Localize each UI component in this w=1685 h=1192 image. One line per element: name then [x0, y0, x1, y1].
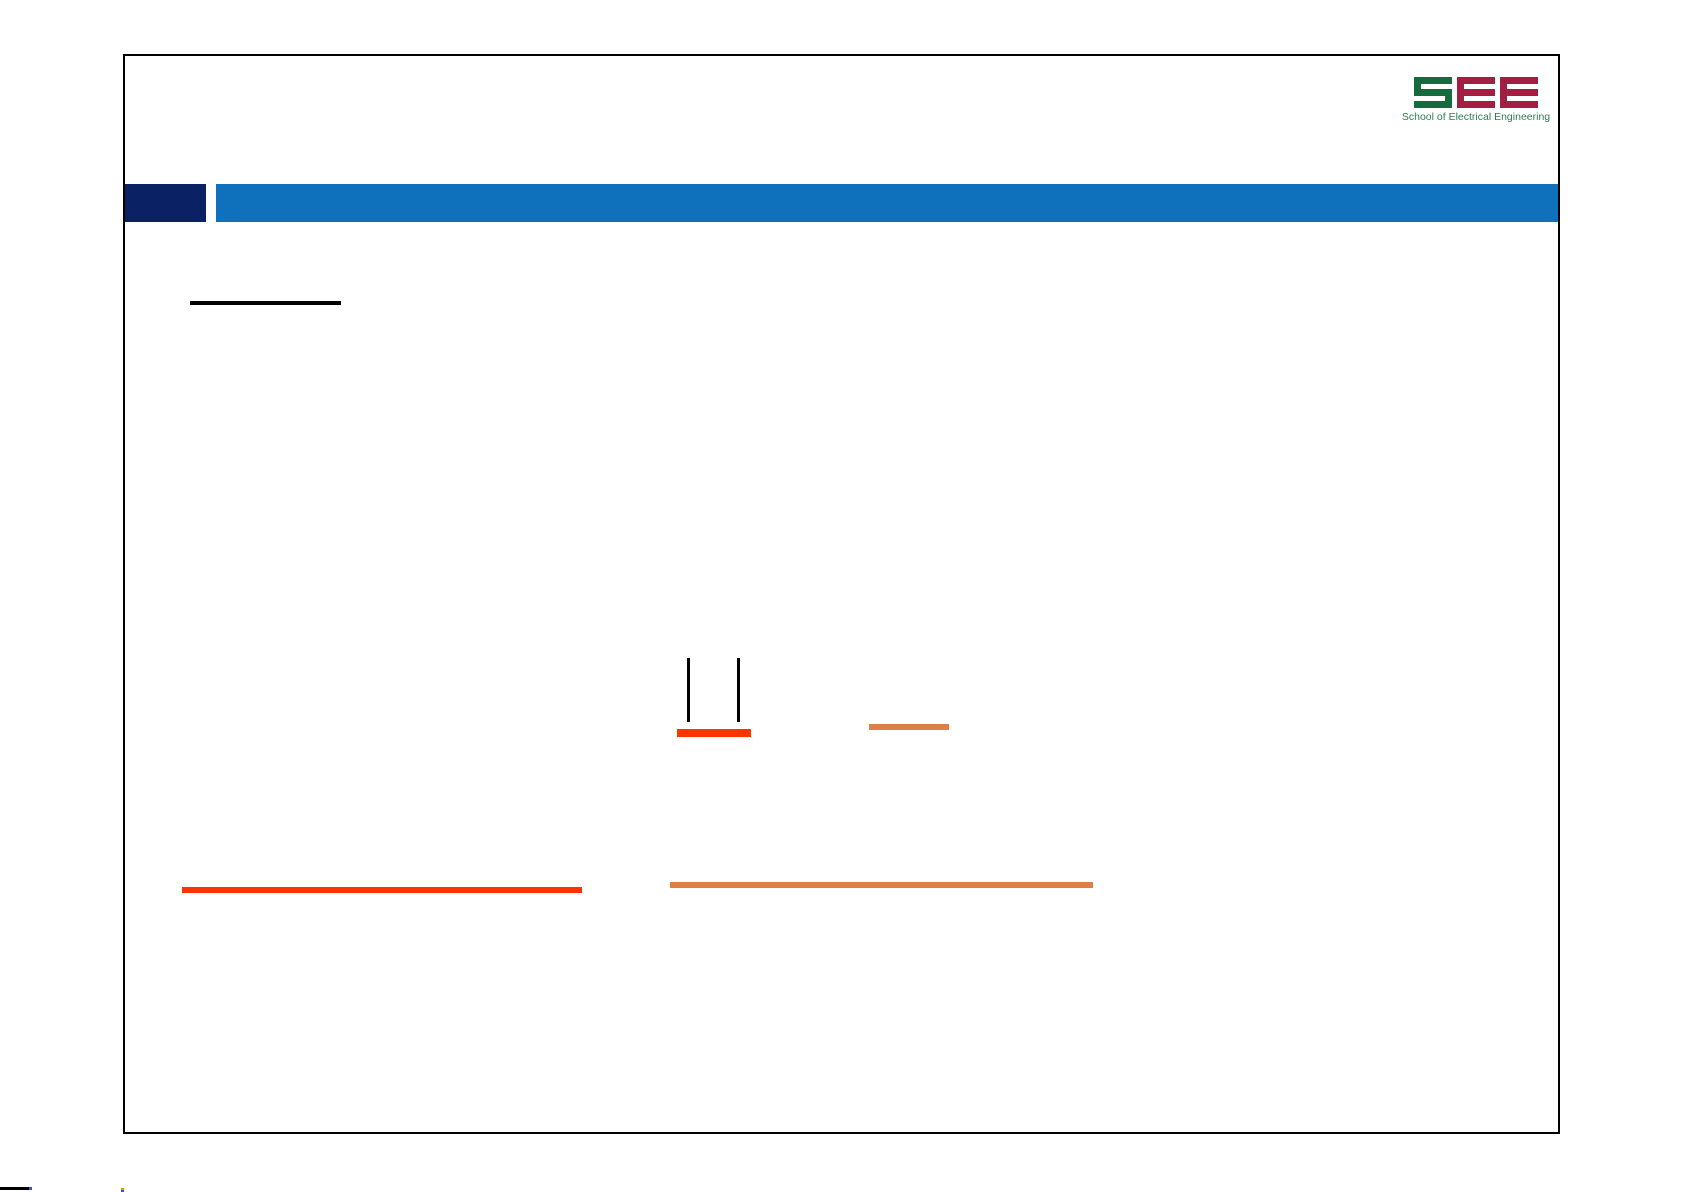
see-logo-letter-e-icon — [1500, 77, 1538, 108]
orange-underline-small — [869, 724, 949, 730]
vertical-mark-left — [687, 658, 690, 722]
see-logo-letter-e-icon — [1457, 77, 1495, 108]
see-logo-letter-s-icon — [1414, 77, 1452, 108]
screen-edge-line-tip — [29, 1187, 32, 1190]
see-logo-subtitle: School of Electrical Engineering — [1401, 111, 1551, 123]
see-logo-letters — [1414, 77, 1538, 108]
title-accent-block — [125, 184, 206, 222]
screen-edge-dot — [121, 1188, 124, 1190]
vertical-mark-right — [737, 658, 740, 722]
title-underline — [190, 301, 341, 305]
slide-canvas: School of Electrical Engineering — [123, 54, 1560, 1134]
red-underline-small — [677, 729, 751, 737]
red-underline-long — [182, 887, 582, 893]
see-logo: School of Electrical Engineering — [1402, 77, 1550, 123]
screen-edge-dot-tip — [121, 1190, 124, 1192]
orange-underline-long — [670, 882, 1093, 888]
screen-edge-line-fragment — [0, 1187, 29, 1190]
title-bar — [216, 184, 1558, 222]
